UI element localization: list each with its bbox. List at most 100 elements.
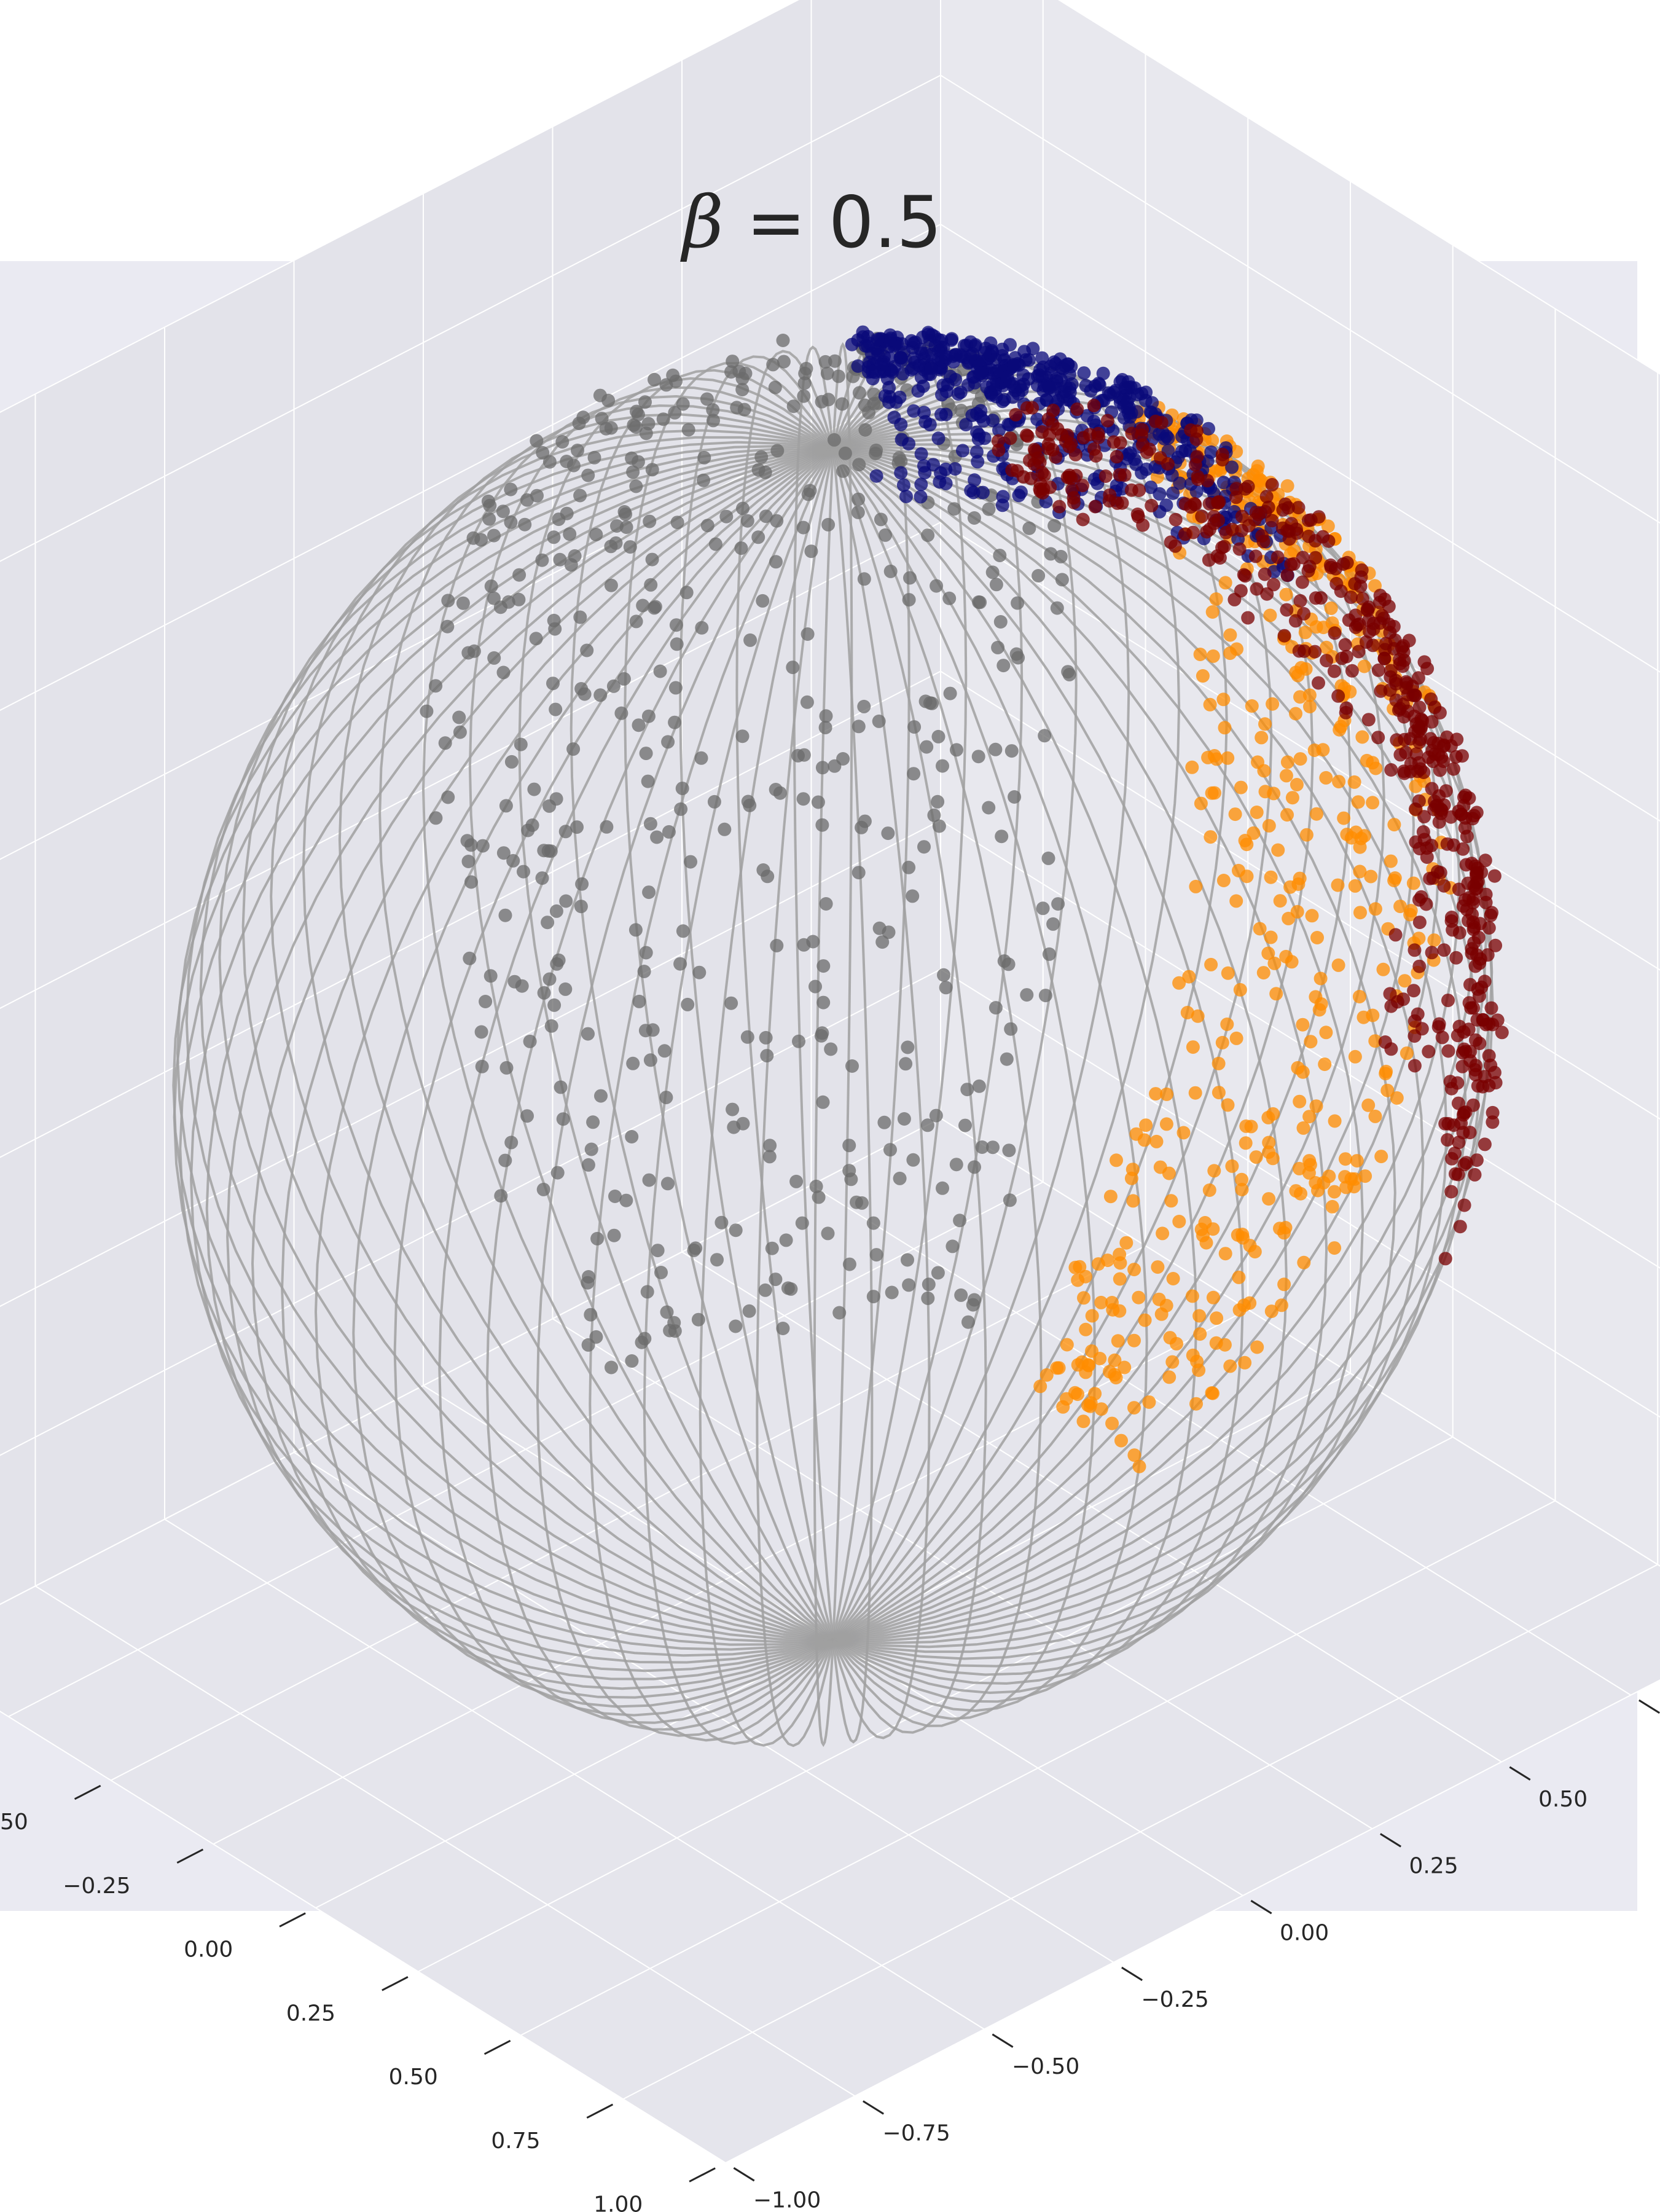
scatter-point-series-1	[527, 782, 541, 796]
y-tick-mark	[733, 2167, 755, 2182]
scatter-point-series-2	[1293, 752, 1307, 766]
scatter-point-series-2	[1124, 1171, 1138, 1185]
scatter-point-series-3	[914, 477, 928, 492]
scatter-point-series-1	[581, 1276, 595, 1290]
scatter-point-series-2	[1264, 870, 1278, 884]
scatter-point-series-2	[1293, 1094, 1307, 1108]
scatter-point-series-2	[1328, 1241, 1342, 1255]
scatter-point-series-1	[563, 527, 577, 541]
scatter-point-series-1	[496, 504, 510, 519]
scatter-point-series-4	[1235, 509, 1249, 524]
scatter-point-series-1	[656, 412, 670, 426]
scatter-point-series-2	[1225, 1159, 1239, 1173]
scatter-point-series-2	[1319, 1026, 1333, 1040]
scatter-point-series-4	[1435, 1030, 1449, 1045]
scatter-point-series-1	[479, 995, 493, 1008]
sphere-meridian	[735, 350, 834, 1641]
scatter-point-series-3	[985, 388, 999, 402]
scatter-point-series-1	[770, 939, 784, 952]
scatter-point-series-3	[1166, 486, 1180, 500]
scatter-point-series-1	[1000, 1052, 1014, 1066]
scatter-point-series-2	[1189, 879, 1203, 893]
scatter-point-series-1	[520, 493, 534, 507]
scatter-point-series-2	[1337, 811, 1351, 825]
scatter-point-series-2	[1198, 1216, 1212, 1230]
scatter-point-series-2	[1127, 1263, 1141, 1277]
scatter-point-series-1	[751, 463, 765, 477]
scatter-point-series-2	[1364, 869, 1378, 884]
scatter-point-series-1	[936, 1181, 949, 1195]
scatter-point-series-2	[1234, 780, 1248, 794]
scatter-point-series-1	[927, 808, 941, 822]
scatter-point-series-2	[1205, 605, 1220, 619]
scatter-point-series-1	[922, 1277, 936, 1292]
scatter-point-series-4	[1258, 567, 1272, 581]
scatter-point-series-2	[1292, 1161, 1306, 1175]
scatter-point-series-4	[1355, 592, 1369, 606]
scatter-point-series-1	[852, 458, 866, 472]
scatter-point-series-1	[972, 1079, 986, 1093]
scatter-point-series-2	[1209, 592, 1223, 606]
scatter-point-series-1	[694, 751, 708, 765]
scatter-point-series-4	[1468, 1167, 1482, 1182]
scatter-point-series-1	[600, 820, 614, 834]
scatter-point-series-1	[464, 838, 478, 852]
scatter-point-series-2	[1340, 828, 1354, 841]
scatter-point-series-2	[1309, 1099, 1323, 1113]
scatter-point-series-1	[796, 520, 810, 535]
scatter-point-series-1	[852, 866, 866, 880]
scatter-point-series-2	[1379, 1064, 1393, 1078]
y-tick-mark	[1250, 1900, 1272, 1915]
scatter-point-series-2	[1108, 1353, 1122, 1367]
scatter-point-series-3	[924, 361, 938, 375]
scatter-point-series-1	[648, 600, 662, 614]
scatter-point-series-3	[1042, 380, 1055, 394]
scatter-point-series-4	[1229, 490, 1243, 504]
scatter-point-series-4	[1308, 645, 1322, 659]
scatter-point-series-1	[595, 412, 609, 426]
scatter-point-series-1	[724, 996, 738, 1010]
scatter-point-series-2	[1138, 1313, 1152, 1327]
scatter-point-series-2	[1368, 1034, 1382, 1048]
scatter-point-series-1	[584, 1142, 598, 1156]
scatter-point-series-1	[936, 759, 949, 773]
scatter-point-series-1	[594, 1089, 608, 1103]
scatter-point-series-2	[1297, 1255, 1311, 1269]
grid-line	[0, 224, 941, 712]
scatter-point-series-2	[1156, 1226, 1170, 1241]
scatter-point-series-2	[1239, 1119, 1253, 1133]
scatter-point-series-3	[1092, 378, 1106, 392]
scatter-point-series-1	[631, 455, 645, 469]
scatter-point-series-2	[1332, 775, 1346, 789]
scatter-point-series-4	[1130, 508, 1145, 521]
scatter-point-series-3	[956, 444, 969, 458]
scatter-point-series-4	[1259, 490, 1274, 504]
sphere-meridian	[643, 448, 834, 1745]
scatter-point-series-3	[1016, 368, 1030, 382]
scatter-point-series-1	[1002, 1143, 1016, 1158]
scatter-point-series-2	[1289, 707, 1302, 721]
scatter-point-series-1	[514, 737, 528, 751]
scatter-point-series-2	[1182, 970, 1196, 984]
scatter-point-series-2	[1172, 976, 1186, 990]
scatter-point-series-1	[954, 1288, 968, 1302]
scatter-point-series-4	[1438, 1116, 1452, 1131]
scatter-point-series-2	[1325, 1199, 1339, 1214]
scatter-point-series-4	[1455, 1059, 1470, 1073]
scatter-point-series-3	[871, 332, 885, 347]
scatter-point-series-4	[1280, 603, 1294, 617]
scatter-point-series-2	[1039, 1368, 1054, 1382]
scatter-point-series-4	[1444, 1081, 1458, 1096]
scatter-point-series-2	[1348, 1049, 1362, 1064]
scatter-point-series-4	[1481, 948, 1495, 962]
x-tick-label: −0.50	[0, 1810, 28, 1835]
scatter-point-series-3	[1144, 480, 1158, 495]
scatter-point-series-3	[1007, 358, 1020, 372]
scatter-point-series-1	[487, 651, 501, 665]
scatter-point-series-1	[657, 1044, 671, 1058]
scatter-point-series-1	[429, 811, 443, 825]
scatter-point-series-1	[640, 1285, 654, 1299]
scatter-point-series-4	[1309, 591, 1323, 605]
scatter-point-series-4	[1407, 1059, 1422, 1073]
scatter-point-series-1	[536, 445, 550, 460]
